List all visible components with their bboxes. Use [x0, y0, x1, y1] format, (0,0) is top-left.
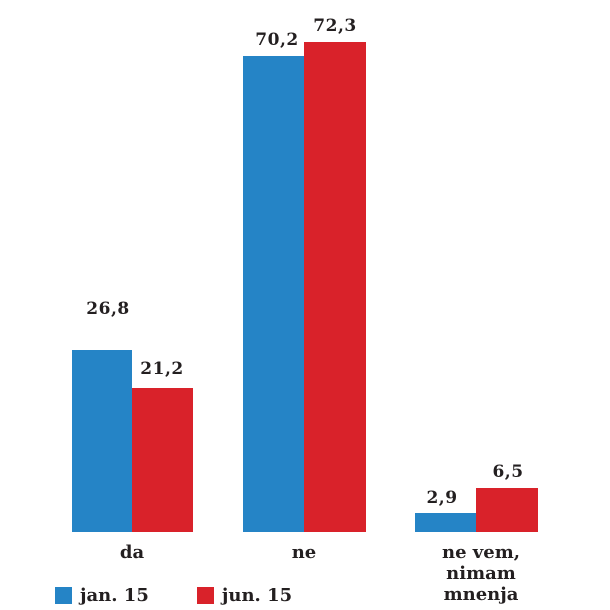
value-label-nevem-jan15: 2,9: [426, 488, 458, 508]
bar-nevem-jun15: [476, 488, 538, 532]
legend: jan. 15 jun. 15: [55, 585, 340, 606]
bar-da-jun15: [132, 388, 193, 532]
legend-label-jun15: jun. 15: [221, 585, 293, 606]
category-label-nevem-line1: ne vem,: [441, 542, 521, 563]
value-label-ne-jan15: 70,2: [255, 30, 299, 50]
bar-ne-jan15: [243, 56, 304, 532]
category-label-da: da: [119, 542, 145, 563]
category-label-ne: ne: [291, 542, 317, 563]
legend-item-jun15: jun. 15: [196, 585, 293, 606]
bar-nevem-jan15: [415, 513, 476, 532]
value-label-nevem-jun15: 6,5: [492, 462, 524, 482]
legend-swatch-blue: [55, 587, 72, 604]
legend-swatch-red: [196, 587, 214, 604]
bar-ne-jun15: [304, 42, 366, 532]
category-label-nevem: ne vem, nimam mnenja: [406, 542, 556, 605]
legend-item-jan15: jan. 15: [55, 585, 149, 606]
category-label-nevem-line2: nimam mnenja: [443, 563, 519, 605]
bar-da-jan15: [72, 350, 132, 532]
value-label-da-jan15: 26,8: [86, 299, 130, 319]
value-label-da-jun15: 21,2: [140, 359, 184, 379]
value-label-ne-jun15: 72,3: [313, 16, 357, 36]
legend-label-jan15: jan. 15: [80, 585, 149, 606]
